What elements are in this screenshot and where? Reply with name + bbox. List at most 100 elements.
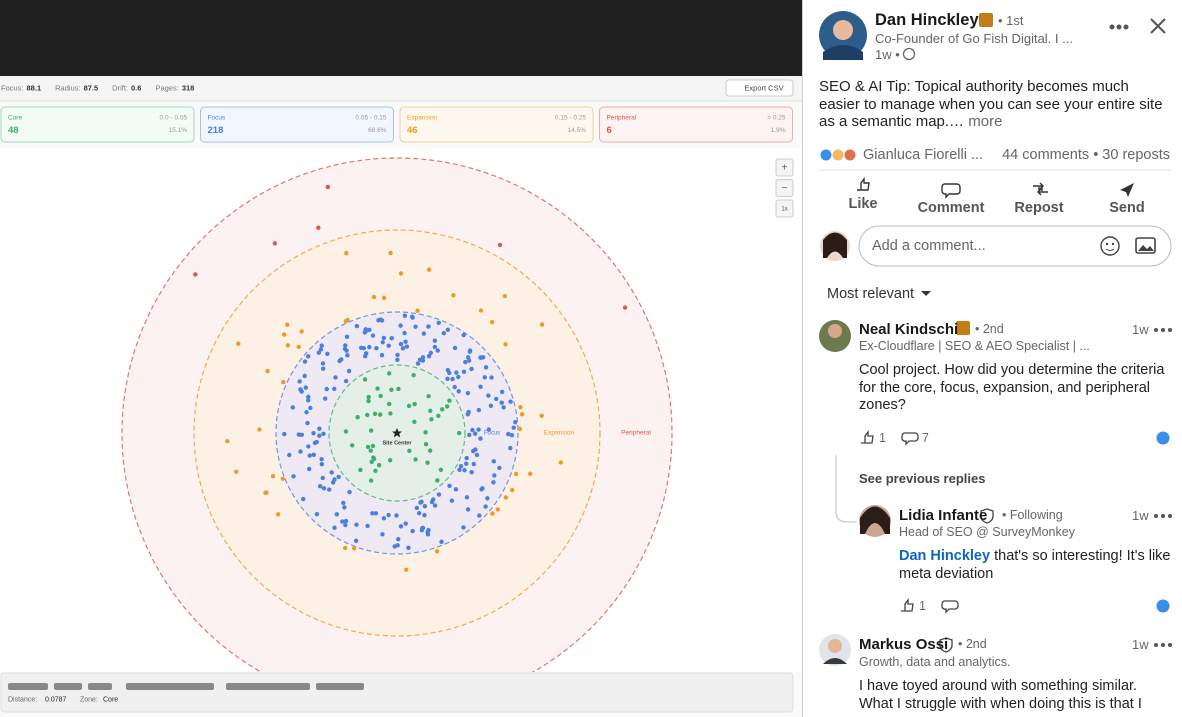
page-dot: [451, 293, 456, 298]
page-dot: [427, 448, 433, 453]
page-dot: [306, 444, 311, 449]
page-dot: [389, 387, 394, 392]
commenter-name[interactable]: Neal Kindschi: [859, 321, 959, 338]
comment-input[interactable]: Add a comment...: [872, 238, 986, 254]
page-dot: [461, 525, 466, 530]
page-dot: [275, 512, 281, 517]
page-dot: [402, 313, 408, 318]
page-dot: [281, 379, 286, 385]
page-dot: [435, 348, 440, 353]
zone-name: Expansion: [407, 115, 438, 122]
page-dot: [373, 468, 378, 473]
page-dot: [319, 461, 325, 467]
zone-count: 48: [8, 125, 19, 136]
page-dot: [381, 295, 387, 301]
page-dot: [432, 338, 438, 343]
page-dot: [469, 366, 474, 372]
page-dot: [317, 426, 322, 431]
page-dot: [490, 511, 495, 516]
page-dot: [432, 344, 438, 350]
page-dot: [363, 327, 368, 332]
page-dot: [513, 419, 518, 425]
page-dot: [434, 549, 440, 554]
page-dot: [508, 399, 513, 404]
repost-button[interactable]: Repost: [1014, 200, 1064, 216]
page-dot: [458, 463, 464, 469]
zone-share: 68.6%: [368, 127, 387, 134]
sort-dropdown[interactable]: Most relevant: [827, 286, 915, 302]
zoom-label[interactable]: −: [782, 183, 788, 194]
zone-range: > 0.25: [767, 115, 786, 122]
zoom-label[interactable]: +: [782, 163, 788, 174]
page-dot: [497, 465, 502, 471]
page-dot: [480, 486, 485, 491]
page-dot: [234, 469, 239, 474]
page-dot: [298, 449, 303, 454]
page-dot: [491, 459, 496, 464]
page-dot: [456, 374, 461, 380]
zone-dots: [225, 250, 563, 572]
page-dot: [420, 355, 426, 360]
page-dot: [395, 536, 401, 542]
repost-count[interactable]: • 30 reposts: [1093, 147, 1170, 163]
reactors[interactable]: Gianluca Fiorelli ...: [863, 147, 984, 163]
commenter-degree: • 2nd: [958, 637, 987, 651]
distance-value: 0.0787: [45, 696, 67, 703]
page-dot: [456, 389, 461, 394]
see-previous-replies[interactable]: See previous replies: [859, 471, 986, 486]
send-button[interactable]: Send: [1109, 200, 1145, 216]
page-dot: [320, 366, 326, 371]
mention[interactable]: Dan Hinckley: [899, 548, 991, 564]
page-dot: [509, 432, 515, 438]
page-dot: [497, 242, 503, 248]
zoom-label[interactable]: 1x: [781, 207, 787, 213]
page-dot: [364, 351, 369, 356]
page-dot: [428, 350, 433, 356]
page-dot: [429, 499, 435, 505]
page-dot: [342, 505, 347, 510]
commenter-name[interactable]: Markus Ossi: [859, 636, 949, 653]
page-dot: [299, 329, 304, 334]
page-dot: [407, 448, 412, 454]
author-headline: Co-Founder of Go Fish Digital. I ...: [875, 31, 1073, 46]
page-dot: [508, 445, 513, 451]
page-dot: [389, 335, 394, 341]
page-dot: [456, 430, 462, 436]
stat-value: 318: [182, 83, 195, 92]
zoom-button[interactable]: [775, 199, 794, 218]
page-dot: [371, 456, 377, 462]
page-dot: [311, 452, 316, 458]
page-dot: [466, 358, 472, 363]
zoom-button[interactable]: [775, 158, 794, 177]
comment-time: 1w: [1132, 322, 1149, 337]
zoom-button[interactable]: [775, 179, 794, 197]
page-dot: [420, 525, 426, 531]
page-dot: [381, 516, 387, 521]
page-dot: [312, 440, 318, 446]
page-dot: [344, 250, 349, 256]
page-dot: [461, 332, 466, 338]
page-dot: [375, 386, 380, 391]
comment-count[interactable]: 44 comments: [1002, 147, 1090, 163]
export-button[interactable]: [725, 79, 794, 97]
page-dot: [420, 358, 426, 363]
see-more[interactable]: more: [968, 113, 1003, 131]
page-dot: [297, 379, 302, 384]
export-label[interactable]: Export CSV: [744, 83, 783, 92]
page-dot: [527, 471, 533, 476]
commenter-degree: • Following: [1002, 508, 1063, 522]
page-dot: [404, 567, 409, 572]
page-dot: [423, 442, 429, 447]
comment-button[interactable]: Comment: [917, 200, 985, 216]
author-name[interactable]: Dan Hinckley: [875, 11, 979, 29]
page-dot: [478, 384, 483, 389]
page-dot: [426, 527, 431, 533]
page-dot: [485, 496, 490, 501]
commenter-headline: Growth, data and analytics.: [859, 655, 1011, 669]
page-dot: [336, 474, 341, 480]
commenter-name[interactable]: Lidia Infante: [899, 507, 988, 524]
like-button[interactable]: Like: [848, 196, 878, 212]
page-dot: [499, 400, 504, 405]
page-dot: [367, 327, 372, 333]
page-dot: [368, 448, 373, 453]
